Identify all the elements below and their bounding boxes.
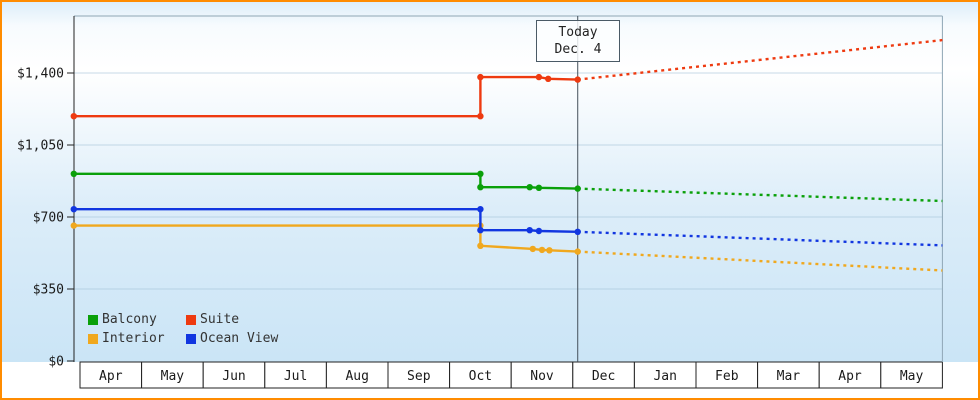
marker-balcony [535,184,543,191]
x-month-label: Aug [345,369,368,384]
legend-item-interior: Interior [88,331,186,346]
series-observed-ocean-view [73,207,578,233]
month-cell [880,361,943,389]
legend-label: Balcony [102,312,157,327]
marker-ocean-view [477,227,484,234]
series-forecast-balcony [577,187,943,203]
legend: Balcony Suite Interior Ocean View [88,312,278,346]
marker-ocean-view [477,206,484,213]
month-cell [79,361,143,389]
month-cell [633,361,697,389]
marker-ocean-view [70,206,78,213]
marker-suite [477,113,484,120]
legend-label: Ocean View [200,331,279,346]
today-annotation-date: Dec. 4 [554,42,602,57]
legend-label: Suite [200,312,240,327]
x-month-label: May [900,369,924,384]
month-cell [695,361,759,389]
legend-item-balcony: Balcony [88,312,186,327]
marker-interior [529,245,536,253]
x-month-label: Apr [99,369,123,384]
marker-suite [535,73,543,81]
month-cell [510,361,574,389]
y-tick-label: $350 [33,283,64,298]
marker-suite [70,113,78,120]
month-cell [449,361,512,389]
legend-swatch-suite [186,314,196,325]
marker-suite [477,73,484,81]
month-cell [572,361,635,389]
legend-swatch-interior [88,333,98,344]
y-tick-label: $1,050 [17,139,64,154]
x-month-label: Oct [469,369,492,384]
marker-ocean-view [574,228,581,235]
today-annotation: Today Dec. 4 [536,20,620,62]
legend-label: Interior [102,331,165,346]
marker-interior [70,222,78,229]
series-forecast-interior [577,250,943,272]
legend-item-suite: Suite [186,312,278,327]
x-month-label: Jul [284,369,307,384]
marker-ocean-view [535,227,543,235]
marker-suite [545,75,552,83]
x-month-label: May [161,369,185,384]
marker-balcony [574,185,581,192]
marker-balcony [477,170,484,177]
series-observed-balcony [73,172,578,190]
marker-interior [574,248,581,255]
marker-balcony [70,170,78,177]
series-forecast-ocean-view [577,230,943,247]
y-tick-label: $1,400 [17,67,64,82]
marker-interior [546,247,553,254]
marker-balcony [526,184,533,191]
x-month-label: Jun [222,369,245,384]
series-forecast-suite [577,38,943,81]
legend-item-ocean-view: Ocean View [186,331,278,346]
month-cell [202,361,266,389]
series-observed-suite [73,75,578,118]
y-tick-label: $700 [33,211,64,226]
x-month-label: Jan [653,369,676,384]
legend-swatch-ocean-view [186,333,196,344]
x-month-label: Sep [407,369,431,384]
x-month-label: Feb [715,369,739,384]
legend-swatch-balcony [88,314,98,325]
x-month-label: Mar [777,369,801,384]
today-annotation-title: Today [558,25,598,40]
y-tick-label: $0 [48,355,64,370]
marker-interior [538,246,546,254]
x-month-label: Apr [838,369,862,384]
x-month-label: Nov [530,369,554,384]
marker-balcony [477,184,484,191]
month-cell [818,361,882,389]
marker-interior [477,242,484,249]
marker-ocean-view [526,227,533,234]
marker-suite [574,76,581,83]
x-month-label: Dec [592,369,615,384]
